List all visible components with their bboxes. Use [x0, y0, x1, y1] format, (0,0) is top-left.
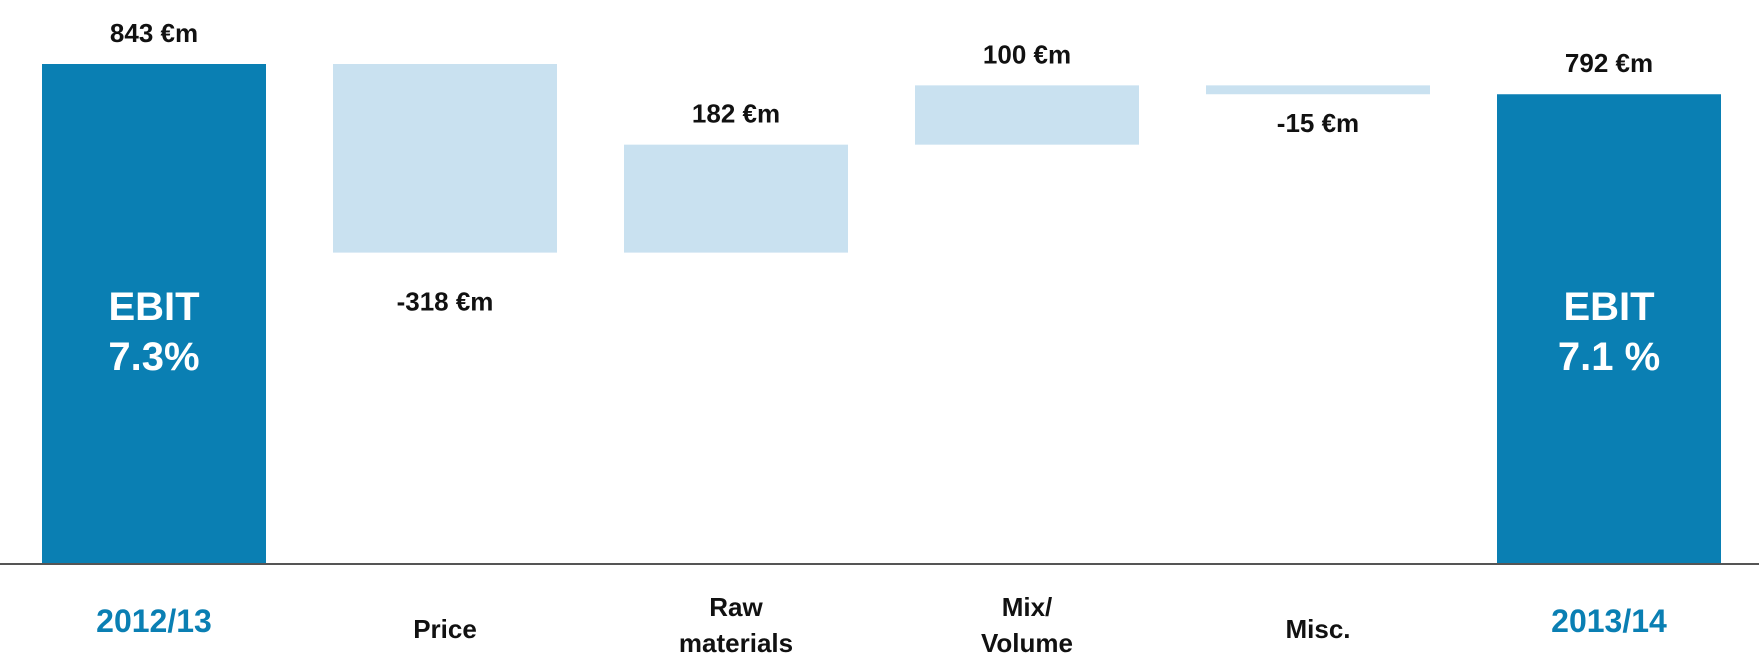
category-label-2-1: materials: [679, 628, 793, 658]
bar-3: [915, 85, 1139, 145]
labels-layer: 843 €m 2012/13 -318 €m Price 182 €m Raw materi…: [96, 18, 1667, 658]
value-label-5: 792 €m: [1565, 48, 1653, 78]
category-label-4: Misc.: [1285, 614, 1350, 644]
value-label-0: 843 €m: [110, 18, 198, 48]
category-label-5: 2013/14: [1551, 603, 1667, 639]
category-label-1: Price: [413, 614, 477, 644]
value-label-2: 182 €m: [692, 99, 780, 129]
category-label-0: 2012/13: [96, 603, 212, 639]
category-label-3-0: Mix/: [1002, 592, 1053, 622]
bar-0: [42, 64, 266, 564]
bar-1: [333, 64, 557, 253]
bar-5: [1497, 94, 1721, 564]
bar-2: [624, 144, 848, 253]
bar-4: [1206, 85, 1430, 95]
value-label-1: -318 €m: [397, 287, 494, 317]
value-label-3: 100 €m: [983, 39, 1071, 69]
category-label-2-0: Raw: [709, 592, 763, 622]
value-label-4: -15 €m: [1277, 108, 1359, 138]
category-label-3-1: Volume: [981, 628, 1073, 658]
bar-inside-label-5-1: 7.1 %: [1558, 335, 1660, 379]
bar-inside-label-5-0: EBIT: [1563, 285, 1654, 329]
bar-inside-label-0-0: EBIT: [108, 285, 199, 329]
bars-layer: [42, 64, 1721, 564]
bar-inside-label-0-1: 7.3%: [108, 335, 199, 379]
